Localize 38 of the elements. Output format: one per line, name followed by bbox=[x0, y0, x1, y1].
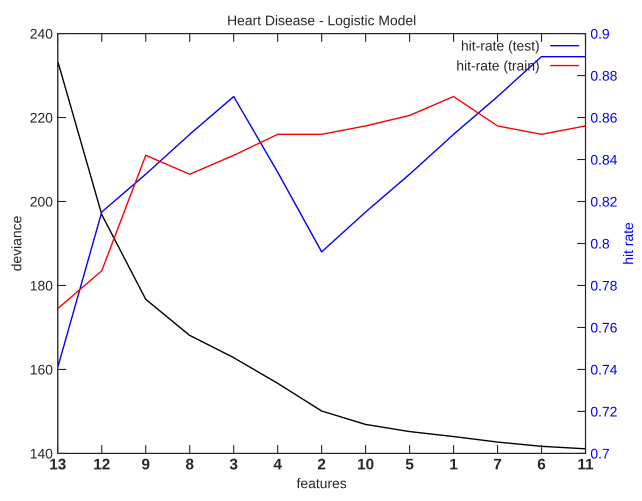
y2-tick-label: 0.74 bbox=[590, 364, 617, 375]
x-tick-label: 10 bbox=[358, 458, 374, 470]
line-series bbox=[58, 56, 586, 368]
x-axis-title: features bbox=[296, 478, 346, 488]
y2-tick-label: 0.72 bbox=[590, 406, 617, 417]
y2-tick-label: 0.82 bbox=[590, 196, 617, 207]
x-tick-label: 8 bbox=[186, 458, 194, 470]
x-tick-label: 12 bbox=[94, 458, 110, 470]
line-series bbox=[58, 60, 586, 450]
x-tick-label: 5 bbox=[406, 458, 414, 470]
x-tick-label: 3 bbox=[230, 458, 238, 470]
y-axis-title: deviance bbox=[11, 216, 22, 271]
line-series bbox=[58, 96, 586, 310]
chart-title: Heart Disease - Logistic Model bbox=[228, 15, 416, 28]
y2-tick-label: 0.8 bbox=[590, 238, 610, 249]
y2-tick-label: 0.76 bbox=[590, 322, 617, 333]
x-tick-label: 2 bbox=[318, 458, 326, 470]
y2-tick-label: 0.88 bbox=[590, 70, 617, 81]
y2-tick-label: 0.7 bbox=[590, 448, 609, 459]
y2-axis-title: hit rate bbox=[622, 222, 634, 264]
y2-tick-label: 0.84 bbox=[590, 154, 617, 165]
x-tick-label: 1 bbox=[450, 458, 458, 470]
x-tick-label: 4 bbox=[274, 458, 282, 470]
y-tick-label: 160 bbox=[30, 364, 52, 375]
x-tick-label: 13 bbox=[50, 458, 66, 470]
y-tick-label: 180 bbox=[30, 280, 52, 291]
y2-tick-label: 0.78 bbox=[590, 280, 617, 291]
series-label: hit-rate (test) bbox=[462, 40, 539, 54]
x-tick-label: 11 bbox=[578, 458, 594, 470]
y2-tick-label: 0.86 bbox=[590, 112, 617, 123]
y-tick-label: 220 bbox=[30, 112, 52, 123]
y-tick-label: 240 bbox=[30, 28, 52, 39]
x-tick-label: 7 bbox=[494, 458, 502, 470]
y2-tick-label: 0.9 bbox=[590, 28, 610, 39]
x-tick-label: 6 bbox=[538, 458, 546, 470]
x-tick-label: 9 bbox=[142, 458, 150, 470]
y-tick-label: 200 bbox=[30, 196, 52, 207]
y-tick-label: 140 bbox=[30, 448, 52, 459]
